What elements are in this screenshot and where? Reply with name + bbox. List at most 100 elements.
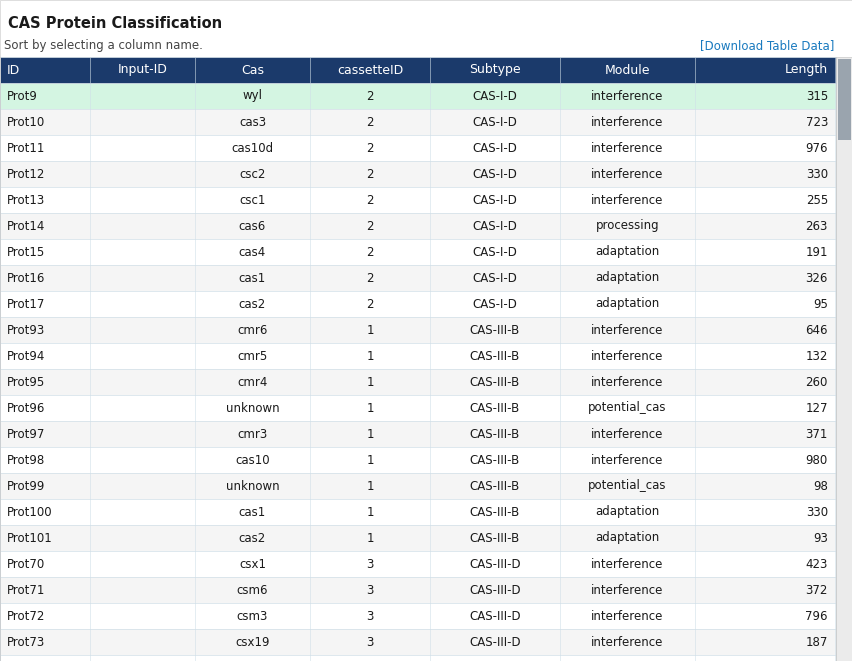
Text: cas2: cas2 (239, 297, 266, 311)
Bar (0, 135, 835, 161)
Text: CAS-I-D: CAS-I-D (472, 141, 517, 155)
Text: CAS-III-D: CAS-III-D (469, 557, 521, 570)
Text: cmr6: cmr6 (237, 323, 268, 336)
Text: interference: interference (590, 116, 663, 128)
Text: interference: interference (590, 609, 663, 623)
Text: CAS-I-D: CAS-I-D (472, 116, 517, 128)
Bar (0, 629, 835, 655)
Text: CAS-III-D: CAS-III-D (469, 635, 521, 648)
Text: cas6: cas6 (239, 219, 266, 233)
Text: cas3: cas3 (239, 116, 266, 128)
Text: 796: 796 (804, 609, 827, 623)
Text: interference: interference (590, 167, 663, 180)
Text: CAS-I-D: CAS-I-D (472, 272, 517, 284)
Text: Subtype: Subtype (469, 63, 521, 77)
Text: CAS-III-D: CAS-III-D (469, 584, 521, 596)
Text: Prot100: Prot100 (7, 506, 53, 518)
Bar (0, 603, 835, 629)
Text: adaptation: adaptation (595, 245, 659, 258)
Text: 95: 95 (812, 297, 827, 311)
Text: csx19: csx19 (235, 635, 269, 648)
Text: Prot10: Prot10 (7, 116, 45, 128)
Text: Prot94: Prot94 (7, 350, 45, 362)
Text: 1: 1 (366, 506, 373, 518)
Bar (0, 421, 835, 447)
Bar (0, 655, 835, 661)
Text: interference: interference (590, 89, 663, 102)
Text: csx1: csx1 (239, 557, 266, 570)
Text: CAS-III-B: CAS-III-B (469, 531, 520, 545)
Text: potential_cas: potential_cas (588, 479, 666, 492)
Text: 3: 3 (366, 635, 373, 648)
Text: 255: 255 (805, 194, 827, 206)
Text: [Download Table Data]: [Download Table Data] (699, 39, 833, 52)
Text: cas1: cas1 (239, 506, 266, 518)
Bar (0, 291, 835, 317)
Text: 1: 1 (366, 428, 373, 440)
Bar (0, 187, 835, 213)
Text: CAS-III-B: CAS-III-B (469, 428, 520, 440)
Text: cmr3: cmr3 (237, 428, 268, 440)
Bar (0, 499, 835, 525)
Text: csc1: csc1 (239, 194, 265, 206)
Text: csm6: csm6 (237, 584, 268, 596)
Text: 330: 330 (805, 506, 827, 518)
Text: 2: 2 (366, 219, 373, 233)
Text: 98: 98 (812, 479, 827, 492)
Bar (835, 57, 852, 661)
Text: Prot99: Prot99 (7, 479, 45, 492)
Text: 3: 3 (366, 557, 373, 570)
Text: 315: 315 (805, 89, 827, 102)
Text: 976: 976 (804, 141, 827, 155)
Bar (0, 473, 835, 499)
Text: Prot73: Prot73 (7, 635, 45, 648)
Text: 1: 1 (366, 401, 373, 414)
Text: 2: 2 (366, 167, 373, 180)
Text: CAS-III-B: CAS-III-B (469, 506, 520, 518)
Text: 93: 93 (812, 531, 827, 545)
Text: Prot12: Prot12 (7, 167, 45, 180)
Text: unknown: unknown (226, 401, 279, 414)
Text: Prot17: Prot17 (7, 297, 45, 311)
Text: adaptation: adaptation (595, 506, 659, 518)
Text: 127: 127 (804, 401, 827, 414)
Text: 1: 1 (366, 375, 373, 389)
Text: 372: 372 (804, 584, 827, 596)
Text: cas10: cas10 (235, 453, 269, 467)
Text: adaptation: adaptation (595, 297, 659, 311)
Text: CAS-I-D: CAS-I-D (472, 245, 517, 258)
Text: 326: 326 (804, 272, 827, 284)
Text: 1: 1 (366, 453, 373, 467)
Text: adaptation: adaptation (595, 272, 659, 284)
Text: 1: 1 (366, 531, 373, 545)
Bar (0, 343, 835, 369)
Text: interference: interference (590, 375, 663, 389)
Text: 3: 3 (366, 584, 373, 596)
Text: CAS-I-D: CAS-I-D (472, 219, 517, 233)
Bar (0, 395, 835, 421)
Text: 2: 2 (366, 116, 373, 128)
Text: interference: interference (590, 635, 663, 648)
Bar (0, 213, 835, 239)
Bar (0, 447, 835, 473)
Text: Prot71: Prot71 (7, 584, 45, 596)
Bar (0, 239, 835, 265)
Text: 423: 423 (804, 557, 827, 570)
Text: interference: interference (590, 584, 663, 596)
Text: processing: processing (595, 219, 659, 233)
Text: interference: interference (590, 428, 663, 440)
Text: Prot95: Prot95 (7, 375, 45, 389)
Text: Prot96: Prot96 (7, 401, 45, 414)
Text: Prot11: Prot11 (7, 141, 45, 155)
Bar (0, 525, 835, 551)
Text: 187: 187 (804, 635, 827, 648)
Text: potential_cas: potential_cas (588, 401, 666, 414)
Text: 2: 2 (366, 297, 373, 311)
Text: CAS-I-D: CAS-I-D (472, 297, 517, 311)
Text: 132: 132 (804, 350, 827, 362)
Text: Prot93: Prot93 (7, 323, 45, 336)
Bar (0, 83, 835, 109)
Text: cas1: cas1 (239, 272, 266, 284)
Text: interference: interference (590, 323, 663, 336)
Text: 2: 2 (366, 245, 373, 258)
